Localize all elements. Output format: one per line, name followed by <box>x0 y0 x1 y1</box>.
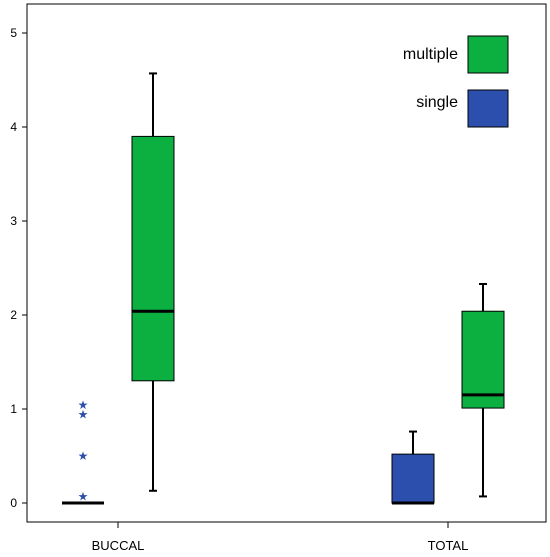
box-multiple-buccal <box>131 72 175 492</box>
legend-swatch-multiple <box>467 35 509 74</box>
legend-swatch-single <box>467 89 509 128</box>
box-body <box>391 453 435 504</box>
x-category-label: BUCCAL <box>92 538 145 553</box>
box-body <box>131 135 175 382</box>
y-tick-label: 3 <box>10 214 17 228</box>
legend-label-multiple: multiple <box>403 46 458 63</box>
box-body <box>461 310 505 409</box>
y-tick-label: 0 <box>10 496 17 510</box>
outlier-point: ★ <box>78 449 89 463</box>
y-tick-label: 1 <box>10 402 17 416</box>
y-tick-label: 5 <box>10 26 17 40</box>
y-tick-label: 4 <box>10 120 17 134</box>
box-single-buccal: ★★★★ <box>62 398 104 505</box>
y-tick-label: 2 <box>10 308 17 322</box>
box-single-total <box>391 430 435 505</box>
legend-label-single: single <box>416 94 458 111</box>
outlier-point: ★ <box>78 489 89 503</box>
outlier-point: ★ <box>78 398 89 412</box>
plot-frame <box>26 3 547 523</box>
x-category-label: TOTAL <box>428 538 469 553</box>
box-multiple-total <box>461 282 505 498</box>
outlier-point: ★ <box>78 408 89 422</box>
